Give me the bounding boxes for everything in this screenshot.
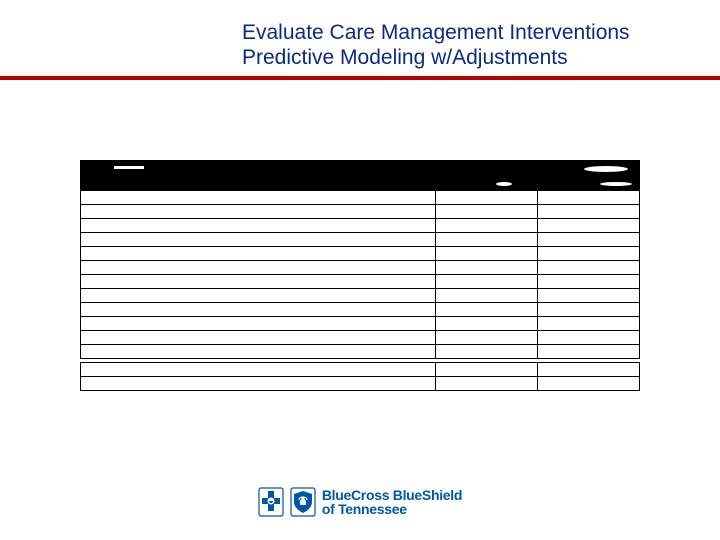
cell [538,303,640,317]
cell [436,303,538,317]
slide: Evaluate Care Management Interventions P… [0,0,720,540]
cell [81,289,436,303]
table-row [81,331,640,345]
cell [81,247,436,261]
artifact-notch [84,165,164,175]
header-desc [81,161,436,179]
logo-text: BlueCross BlueShield of Tennessee [322,488,462,516]
table-row [81,261,640,275]
table-row [81,317,640,331]
logo-brand-line-2: of Tennessee [322,502,462,516]
cell [436,219,538,233]
subheader-desc [81,179,436,191]
cell [538,289,640,303]
cell [436,331,538,345]
table-row [81,303,640,317]
cell [538,191,640,205]
cell [436,317,538,331]
blueshield-shield-icon [290,487,316,517]
total-amt2 [538,345,640,359]
table-row [81,205,640,219]
subheader-amt1 [436,179,538,191]
cell [81,219,436,233]
cell [538,377,640,391]
slide-title: Evaluate Care Management Interventions P… [242,20,682,70]
cell [81,275,436,289]
cell [538,317,640,331]
secondary-data-table [80,362,640,391]
cell [538,331,640,345]
cell [81,303,436,317]
cell [436,261,538,275]
table-row [81,377,640,391]
artifact-notch [494,180,534,189]
cell [436,247,538,261]
cell [81,261,436,275]
artifact-notch [576,165,636,175]
logo-brand-line-1: BlueCross BlueShield [322,488,462,502]
artifact-notch [596,180,636,189]
cell [436,363,538,377]
title-line-2: Predictive Modeling w/Adjustments [242,45,682,70]
divider-rule [0,76,720,80]
cell [538,247,640,261]
table-body [81,191,640,359]
table-total-row [81,345,640,359]
table-row [81,191,640,205]
subheader-amt2 [538,179,640,191]
table-row [81,233,640,247]
cell [81,205,436,219]
table-row [81,219,640,233]
cell [436,205,538,219]
bluecross-cross-icon [258,487,284,517]
title-line-1: Evaluate Care Management Interventions [242,20,682,45]
cell [538,219,640,233]
main-data-table [80,160,640,359]
total-desc [81,345,436,359]
cell [538,261,640,275]
table-row [81,275,640,289]
table-header-row-1 [81,161,640,179]
bcbs-logo: BlueCross BlueShield of Tennessee [258,487,462,517]
total-amt1 [436,345,538,359]
footer-logo-area: BlueCross BlueShield of Tennessee [0,487,720,522]
cell [538,363,640,377]
cell [81,191,436,205]
cell [81,363,436,377]
cell [436,289,538,303]
cell [81,331,436,345]
table-row [81,363,640,377]
cell [81,317,436,331]
cell [81,377,436,391]
cell [538,233,640,247]
cell [538,205,640,219]
cell [81,233,436,247]
cell [436,275,538,289]
cell [436,233,538,247]
header-amounts [436,161,640,179]
cell [436,377,538,391]
cell [436,191,538,205]
cell [538,275,640,289]
table-row [81,289,640,303]
table-header-row-2 [81,179,640,191]
table-row [81,247,640,261]
